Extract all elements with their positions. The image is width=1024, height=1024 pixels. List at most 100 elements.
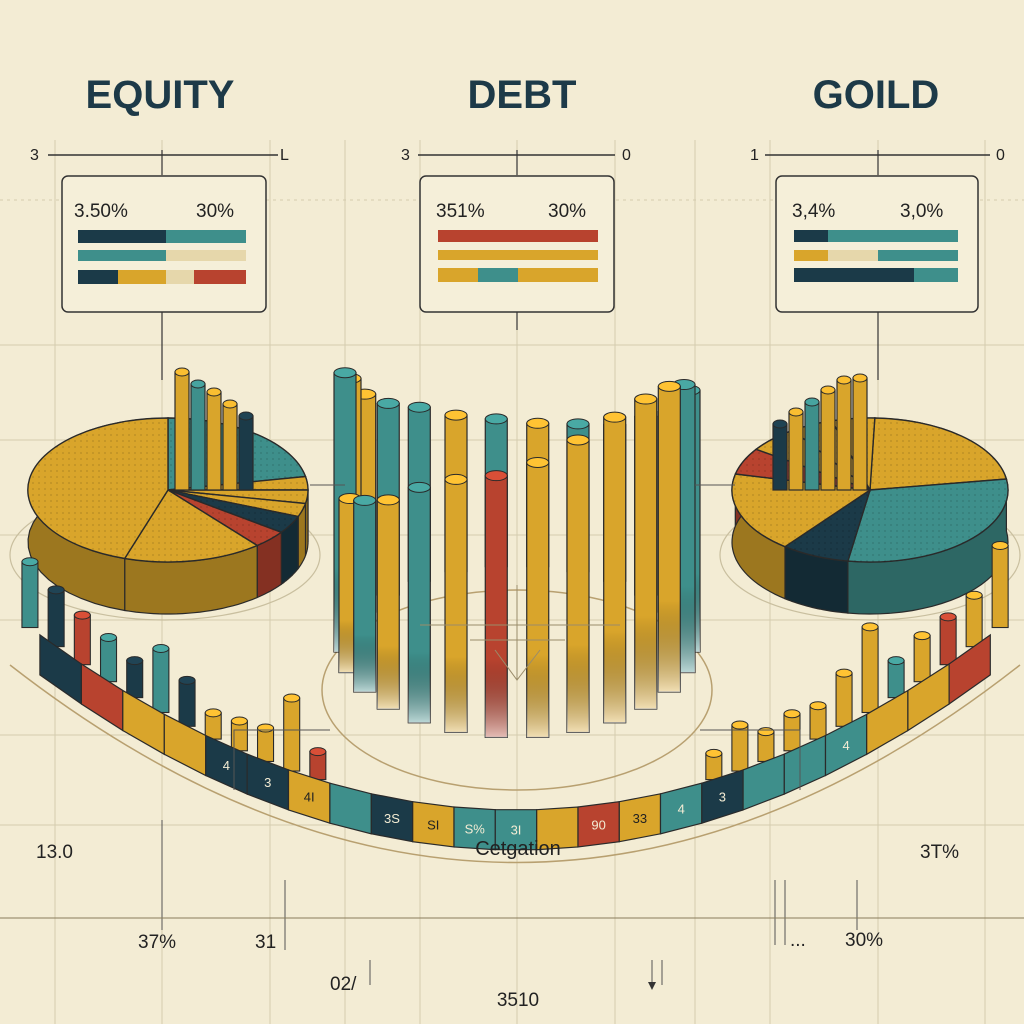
arc-bar	[835, 672, 853, 727]
gold-legend-box: 3,4% 3,0%	[775, 175, 979, 380]
debt-bar-cap	[526, 417, 550, 429]
arc-bar-cap	[887, 656, 905, 666]
debt-bar-cap	[566, 418, 590, 430]
pie-spike-cap	[852, 373, 868, 383]
band-segment: 4	[659, 782, 703, 835]
pie-spike-bar	[804, 401, 820, 491]
pie-spike-bar	[206, 391, 222, 491]
arc-bar	[21, 561, 39, 629]
arc-bar-cap	[705, 748, 723, 758]
debt-bar-fade	[408, 487, 431, 723]
debt-bar-cap	[444, 473, 468, 485]
debt-bar-fade	[603, 417, 626, 723]
arc-bar	[991, 544, 1009, 629]
pie-spike-cap	[820, 385, 836, 395]
pie-slice-texture	[785, 490, 870, 562]
debt-bar-cap	[376, 397, 400, 409]
pie-spike-cap	[804, 397, 820, 407]
debt-bar-fade	[566, 439, 589, 733]
arc-bar-cap	[204, 708, 222, 718]
arc-bar	[152, 647, 170, 714]
band-segment-fill	[329, 782, 372, 835]
band-segment	[742, 753, 785, 811]
pie-spike-bar	[190, 383, 206, 491]
debt-bar-cap	[353, 494, 377, 506]
arc-bar-cap	[965, 590, 983, 600]
pie-spike-bar	[174, 371, 190, 491]
arc-bar	[731, 724, 749, 772]
arc-bar-cap	[100, 632, 118, 642]
arc-bar-cap	[283, 693, 301, 703]
bottom-arc-guide	[9, 664, 1021, 864]
arc-bar	[73, 614, 91, 666]
band-segment: 33	[618, 793, 662, 843]
pie-slice-texture	[27, 417, 168, 559]
pie-spike-bar	[820, 389, 836, 491]
pie-spike-bar	[238, 415, 254, 491]
debt-bar-cap	[376, 494, 400, 506]
debt-bar-cap	[526, 456, 550, 468]
pie-spike-cap	[772, 419, 788, 429]
pie-spike-cap	[836, 375, 852, 385]
band-segment-label: 4	[842, 738, 849, 753]
pie-spike-cap	[190, 379, 206, 389]
gold-legend-right: 3,0%	[900, 201, 943, 222]
arc-bar-cap	[783, 709, 801, 719]
chart-title-equity: EQUITY	[86, 73, 235, 117]
debt-legend-right: 30%	[548, 201, 586, 222]
label-bottom-right: 30%	[845, 930, 883, 951]
band-segment-label: 4	[678, 802, 685, 817]
equity-pie-chart	[27, 367, 309, 615]
arc-bar	[809, 705, 827, 740]
arc-bar	[887, 660, 905, 699]
arc-bar	[783, 713, 801, 752]
label-left-value: 13.0	[36, 842, 73, 863]
band-segment-label: 3	[719, 790, 726, 805]
arc-bar-cap	[230, 716, 248, 726]
pie-spike-cap	[788, 407, 804, 417]
equity-legend-left: 3.50%	[74, 201, 128, 222]
band-segment-label: 3	[264, 775, 271, 790]
debt-scale-right: 0	[622, 147, 631, 164]
arc-bar	[47, 589, 65, 648]
debt-legend-left: 351%	[436, 201, 485, 222]
category-title: Cetgation	[475, 838, 561, 860]
debt-bar-fade	[526, 462, 549, 738]
equity-scale-left: 3	[30, 147, 39, 164]
pie-slice-texture	[731, 474, 870, 547]
label-bottom-left-b: 31	[255, 932, 276, 953]
band-segment: 90	[577, 801, 620, 848]
band-segment-label: 4I	[304, 790, 315, 805]
arc-bar-cap	[309, 747, 327, 757]
pie-spike-bar	[836, 379, 852, 491]
pie-slice-texture	[847, 479, 1009, 563]
band-segment-label: 33	[633, 811, 647, 826]
arc-bar-cap	[913, 631, 931, 641]
pie-spike-cap	[238, 411, 254, 421]
debt-bar-fade	[658, 386, 681, 692]
arc-bar-cap	[257, 723, 275, 733]
arc-bar-cap	[731, 720, 749, 730]
category-left-bars	[21, 557, 327, 781]
arc-bar	[126, 660, 144, 699]
pie-spike-cap	[222, 399, 238, 409]
band-segment	[948, 633, 991, 706]
debt-scale-left: 3	[401, 147, 410, 164]
label-bottom-mid-left: 02/	[330, 974, 357, 995]
band-segment	[329, 782, 372, 835]
debt-bar-cap	[566, 434, 590, 446]
debt-bar-fade	[445, 479, 468, 733]
pie-spike-cap	[206, 387, 222, 397]
arc-bar	[178, 679, 196, 727]
chart-title-debt: DEBT	[468, 73, 577, 117]
band-segment-label: 3S	[384, 811, 400, 826]
debt-bar-cap	[444, 409, 468, 421]
arc-bar-cap	[991, 541, 1009, 551]
arc-bar	[283, 697, 301, 772]
connector-lines	[0, 484, 1024, 985]
band-segment-fill	[742, 753, 785, 811]
debt-bar-fade	[377, 499, 400, 710]
arc-bar	[913, 635, 931, 683]
debt-bar-fade	[634, 399, 657, 710]
